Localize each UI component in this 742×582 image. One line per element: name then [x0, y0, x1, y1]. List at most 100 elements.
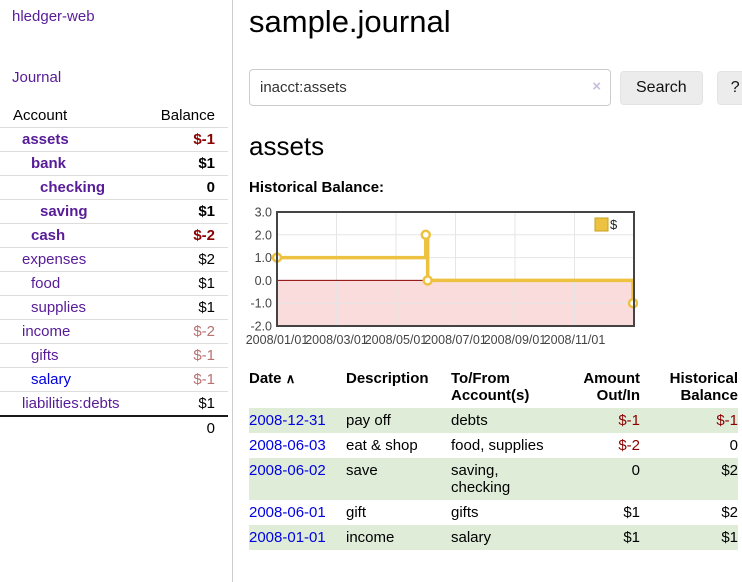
transaction-date-link[interactable]: 2008-06-01: [249, 504, 326, 521]
sidebar-item-journal[interactable]: Journal: [12, 69, 62, 86]
transaction-date-link[interactable]: 2008-01-01: [249, 529, 326, 546]
transaction-amount: $-2: [618, 437, 640, 454]
search-button[interactable]: Search: [620, 70, 703, 105]
account-row: salary $-1: [0, 367, 228, 392]
account-link-income[interactable]: income: [22, 323, 71, 340]
account-link-supplies[interactable]: supplies: [31, 299, 87, 316]
historical-balance-chart: $3.0 2.0 1.0 0.0 -1.0 -2.0 2008/01/01 2008/03/0…: [244, 206, 639, 353]
help-button[interactable]: ?: [716, 70, 742, 105]
app-title-link[interactable]: hledger-web: [12, 8, 95, 25]
account-row: gifts $-1: [0, 343, 228, 368]
svg-text:1.0: 1.0: [255, 251, 272, 265]
search-bar: × Search ?: [249, 69, 742, 106]
transaction-description: pay off: [346, 408, 451, 433]
account-row: cash $-2: [0, 223, 228, 248]
transaction-accounts: debts: [451, 408, 555, 433]
search-input[interactable]: [249, 69, 611, 106]
account-link-saving[interactable]: saving: [40, 203, 88, 220]
account-balance: $1: [145, 271, 228, 296]
svg-text:2008/05/01: 2008/05/01: [365, 333, 428, 347]
account-balance: $-2: [145, 319, 228, 344]
accounts-table: Account Balance assets $-1 bank $1 check…: [0, 104, 228, 440]
transaction-amount: $1: [555, 525, 640, 550]
transaction-amount: $1: [623, 504, 640, 521]
balance-column-header: Balance: [160, 107, 215, 124]
account-link-gifts[interactable]: gifts: [31, 347, 59, 364]
transaction-accounts: saving, checking: [451, 458, 555, 500]
account-row: income $-2: [0, 319, 228, 344]
account-row: liabilities:debts $1: [0, 391, 228, 416]
search-input-wrap: ×: [249, 69, 611, 106]
transaction-description: gift: [346, 504, 367, 521]
register-row: 2008-06-03 eat & shop food, supplies $-2…: [249, 433, 738, 458]
account-row: checking 0: [0, 175, 228, 200]
transaction-accounts: gifts: [451, 504, 479, 521]
svg-text:2008/03/01: 2008/03/01: [305, 333, 368, 347]
svg-text:2008/07/01: 2008/07/01: [424, 333, 487, 347]
register-header-row: Date ∧ Description To/From Account(s) Am…: [249, 368, 738, 408]
transaction-description: income: [346, 525, 451, 550]
chart-title: Historical Balance:: [249, 179, 385, 196]
account-link-expenses[interactable]: expenses: [22, 251, 87, 268]
account-row: saving $1: [0, 199, 228, 224]
account-row: supplies $1: [0, 295, 228, 320]
chart-svg: $3.0 2.0 1.0 0.0 -1.0 -2.02008/01/012008/03/0…: [246, 206, 639, 347]
account-link-cash[interactable]: cash: [31, 227, 66, 244]
account-link-food[interactable]: food: [31, 275, 61, 292]
account-link-liabilities-debts[interactable]: liabilities:debts: [22, 395, 120, 412]
svg-text:2.0: 2.0: [255, 228, 272, 242]
transaction-date-link[interactable]: 2008-12-31: [249, 412, 326, 429]
transaction-amount: 0: [555, 458, 640, 500]
transaction-balance: $-1: [640, 408, 738, 433]
description-column-header: Description: [346, 370, 429, 387]
account-balance: $-2: [145, 223, 228, 248]
sort-asc-icon: ∧: [285, 371, 296, 386]
svg-text:2008/09/01: 2008/09/01: [484, 333, 547, 347]
svg-text:-2.0: -2.0: [250, 320, 272, 334]
balance-column-header: Historical Balance: [669, 370, 738, 404]
amount-column-header: Amount Out/In: [583, 370, 640, 404]
account-balance: $1: [145, 151, 228, 176]
account-balance: $1: [145, 295, 228, 320]
transaction-description: save: [346, 458, 451, 500]
accounts-table-header: Account Balance: [0, 104, 228, 128]
register-row: 2008-06-02 save saving, checking 0 $2: [249, 458, 738, 500]
accounts-column-header: To/From Account(s): [451, 370, 530, 404]
account-balance: $-1: [145, 367, 228, 392]
page-title: sample.journal: [249, 4, 451, 39]
accounts-total-row: 0: [0, 415, 228, 440]
register-row: 2008-01-01 income salary $1 $1: [249, 525, 738, 550]
svg-text:$: $: [610, 217, 618, 232]
account-balance: $-1: [145, 343, 228, 368]
transaction-date-link[interactable]: 2008-06-03: [249, 437, 326, 454]
sidebar: hledger-web Journal Account Balance asse…: [0, 0, 233, 582]
account-link-checking[interactable]: checking: [40, 179, 106, 196]
transaction-balance: 0: [729, 437, 738, 454]
account-link-salary[interactable]: salary: [31, 371, 72, 388]
date-column-header[interactable]: Date ∧: [249, 370, 296, 387]
account-row: food $1: [0, 271, 228, 296]
register-row: 2008-12-31 pay off debts $-1 $-1: [249, 408, 738, 433]
transaction-balance: $2: [721, 504, 738, 521]
transaction-description: eat & shop: [346, 437, 418, 454]
transaction-balance: $2: [640, 458, 738, 500]
account-link-bank[interactable]: bank: [31, 155, 67, 172]
svg-text:-1.0: -1.0: [250, 297, 272, 311]
main-content: sample.journal × Search ? assets Histori…: [246, 0, 742, 550]
transaction-accounts: food, supplies: [451, 437, 544, 454]
transaction-amount: $-1: [555, 408, 640, 433]
account-link-assets[interactable]: assets: [22, 131, 69, 148]
accounts-total-value: 0: [145, 415, 228, 440]
svg-text:0.0: 0.0: [255, 274, 272, 288]
transaction-balance: $1: [640, 525, 738, 550]
clear-search-icon[interactable]: ×: [592, 78, 601, 95]
account-row: bank $1: [0, 151, 228, 176]
account-balance: $2: [145, 247, 228, 272]
transaction-accounts: salary: [451, 525, 555, 550]
transaction-date-link[interactable]: 2008-06-02: [249, 462, 326, 479]
account-row: expenses $2: [0, 247, 228, 272]
account-balance: $-1: [145, 127, 228, 152]
account-balance: 0: [145, 175, 228, 200]
svg-text:2008/01/01: 2008/01/01: [246, 333, 309, 347]
